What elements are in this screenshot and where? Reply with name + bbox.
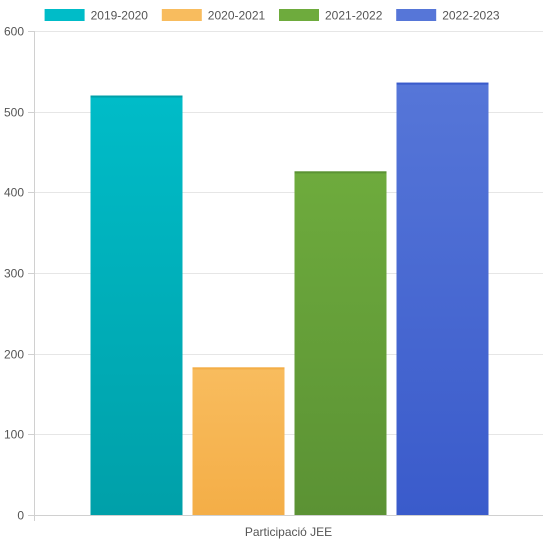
bar-2019-2020[interactable] (90, 95, 183, 516)
y-tick-label: 400 (4, 186, 24, 200)
legend-label: 2022-2023 (442, 9, 500, 23)
legend-item-2019-2020[interactable]: 2019-2020 (44, 9, 149, 23)
axes (28, 31, 543, 521)
legend-label: 2019-2020 (91, 9, 149, 23)
bar-2022-2023[interactable] (396, 82, 489, 516)
legend-item-2022-2023[interactable]: 2022-2023 (396, 9, 500, 23)
legend-swatch (396, 9, 437, 21)
y-tick-label: 100 (4, 428, 24, 442)
y-tick-label: 0 (17, 509, 24, 523)
y-tick-label: 600 (4, 25, 24, 39)
bar-2020-2021[interactable] (192, 367, 285, 515)
legend: 2019-2020 2020-2021 2021-2022 2022-2023 (44, 9, 500, 23)
y-tick-label: 300 (4, 267, 24, 281)
legend-item-2021-2022[interactable]: 2021-2022 (279, 9, 383, 23)
legend-swatch (161, 9, 202, 21)
y-tick-label: 200 (4, 348, 24, 362)
bar-2021-2022[interactable] (294, 171, 387, 516)
legend-swatch (44, 9, 85, 21)
legend-label: 2020-2021 (208, 9, 266, 23)
legend-swatch (279, 9, 319, 21)
x-category-label: Participació JEE (245, 525, 332, 539)
tick-labels: 0 100 200 300 400 500 600 Participació JEE (4, 25, 332, 540)
legend-label: 2021-2022 (325, 9, 383, 23)
legend-item-2020-2021[interactable]: 2020-2021 (161, 9, 266, 23)
bars (90, 82, 489, 516)
y-tick-label: 500 (4, 106, 24, 120)
